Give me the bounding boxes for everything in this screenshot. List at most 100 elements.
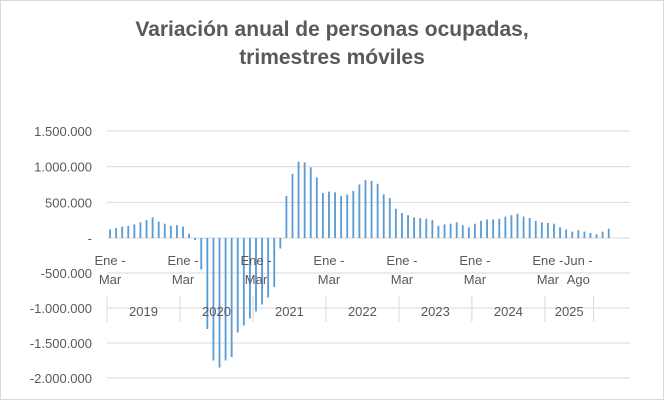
bar — [577, 230, 580, 238]
bar-series — [109, 161, 610, 368]
bar — [431, 220, 434, 238]
y-tick-label: -500.000 — [41, 266, 92, 281]
chart-title-line-2: trimestres móviles — [239, 46, 425, 69]
bar — [474, 223, 476, 238]
bar — [115, 228, 118, 238]
bar — [467, 227, 470, 238]
bar — [419, 218, 422, 238]
bar — [498, 218, 501, 238]
bar — [346, 194, 349, 238]
bar — [176, 225, 178, 238]
bar — [449, 223, 452, 238]
bar — [394, 208, 397, 238]
bar — [382, 194, 385, 238]
bar — [303, 162, 306, 238]
x-tick-label-top: Ene - — [313, 253, 344, 268]
bar — [127, 225, 130, 238]
bar — [461, 225, 464, 238]
bar — [249, 238, 251, 319]
bar — [340, 195, 343, 238]
bar — [285, 195, 288, 238]
bar — [309, 167, 312, 238]
bar — [546, 223, 549, 238]
bar — [133, 224, 136, 238]
bar — [291, 173, 294, 238]
y-tick-label: 1.000.000 — [34, 160, 92, 175]
x-tick-label-bottom: Mar — [318, 272, 341, 287]
bar — [169, 225, 172, 238]
bar — [328, 191, 330, 238]
bar — [297, 161, 300, 238]
x-tick-label-top: Ene - — [386, 253, 417, 268]
bar — [352, 190, 355, 238]
bar — [522, 216, 525, 238]
bar — [510, 215, 513, 238]
bar — [492, 219, 495, 238]
gridlines — [107, 130, 630, 379]
x-tick-label-top: Ene - — [95, 253, 126, 268]
bar — [376, 183, 379, 238]
bar — [157, 221, 160, 238]
chart-title: Variación anual de personas ocupadas, tr… — [0, 16, 664, 72]
bar — [334, 192, 336, 238]
bar — [200, 238, 203, 270]
bar — [370, 180, 373, 238]
year-label: 2025 — [555, 304, 584, 319]
bar — [151, 217, 154, 238]
bar — [413, 217, 416, 238]
year-label: 2020 — [202, 304, 231, 319]
bar — [437, 225, 440, 238]
bar — [486, 219, 488, 238]
bar — [261, 238, 263, 305]
y-tick-label: -1.000.000 — [30, 301, 92, 316]
bar — [194, 238, 197, 241]
x-tick-label-bottom: Mar — [537, 272, 560, 287]
bar — [455, 222, 458, 238]
year-label: 2022 — [348, 304, 377, 319]
bar — [607, 228, 610, 238]
x-tick-label-bottom: Mar — [172, 272, 195, 287]
y-tick-label: 500.000 — [45, 195, 92, 210]
bar — [145, 220, 148, 238]
bar — [559, 227, 561, 238]
x-tick-label-top: Ene - — [459, 253, 490, 268]
x-tick-label-bottom: Ago — [567, 272, 590, 287]
bar — [583, 231, 586, 238]
x-tick-label-top: Ene - — [167, 253, 198, 268]
bar — [236, 238, 239, 333]
bar — [212, 238, 215, 361]
bar — [273, 238, 276, 287]
bar — [358, 184, 361, 238]
bar — [255, 238, 257, 312]
y-axis: 1.500.000 1.000.000 500.000 - -500.000 -1.000… — [30, 124, 92, 386]
bar — [553, 223, 555, 238]
year-label: 2023 — [421, 304, 450, 319]
bar — [407, 215, 409, 238]
x-tick-label-top: Ene - — [240, 253, 271, 268]
bar — [206, 238, 209, 329]
bar — [279, 238, 282, 249]
bar — [218, 238, 221, 368]
bar — [188, 233, 191, 238]
y-tick-label: -2.000.000 — [30, 371, 92, 386]
bar — [321, 193, 324, 238]
x-tick-label-bottom: Mar — [464, 272, 487, 287]
bar — [504, 216, 507, 238]
year-label: 2019 — [129, 304, 158, 319]
y-tick-label: -1.500.000 — [30, 336, 92, 351]
bar — [601, 231, 604, 238]
bar — [571, 231, 574, 238]
bar — [595, 234, 598, 238]
bar — [425, 218, 428, 238]
year-label: 2024 — [494, 304, 523, 319]
bar — [388, 198, 391, 238]
x-tick-label-bottom: Mar — [391, 272, 414, 287]
bar — [109, 229, 111, 238]
bar — [139, 222, 142, 238]
x-tick-label-bottom: Mar — [245, 272, 268, 287]
bar — [540, 222, 543, 238]
year-label: 2021 — [275, 304, 304, 319]
bar — [267, 238, 270, 298]
